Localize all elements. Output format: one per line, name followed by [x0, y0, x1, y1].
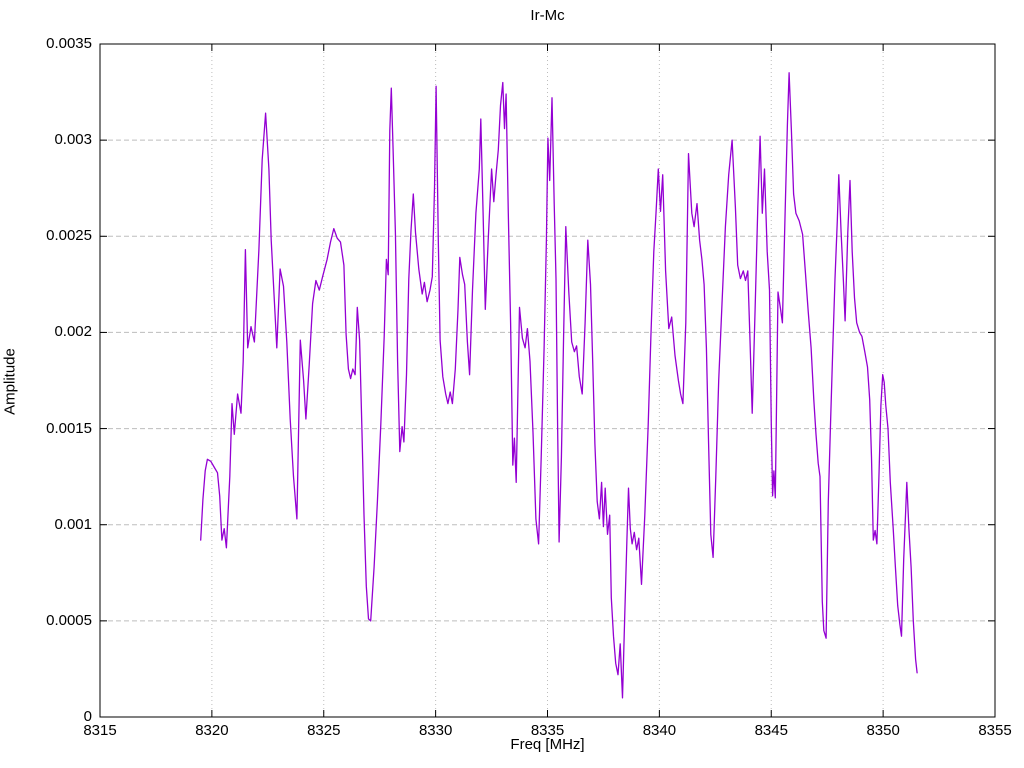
x-tick-label: 8335 [530, 722, 565, 739]
y-tick-label: 0.003 [54, 131, 92, 149]
y-tick-label: 0.001 [54, 515, 92, 533]
y-axis-title: Amplitude [1, 348, 19, 415]
x-tick-label: 8330 [418, 722, 453, 739]
y-tick-label: 0 [83, 708, 92, 725]
x-tick-label: 8315 [83, 722, 117, 739]
x-axis-title: Freq [MHz] [510, 736, 585, 753]
x-tick-label: 8345 [754, 722, 788, 739]
x-tick-label: 8340 [642, 722, 677, 739]
y-tick-label: 0.0005 [46, 611, 92, 629]
y-tick-label: 0.0035 [46, 35, 92, 52]
x-tick-label: 8350 [866, 722, 900, 739]
data-series-line [200, 72, 918, 699]
y-tick-label: 0.002 [54, 323, 92, 341]
chart-title: Ir-Mc [530, 7, 565, 24]
y-tick-label: 0.0015 [46, 419, 92, 437]
y-tick-label: 0.0025 [46, 227, 92, 245]
x-tick-label: 8325 [307, 722, 341, 739]
x-tick-label: 8355 [978, 722, 1012, 739]
x-tick-label: 8320 [195, 722, 229, 739]
